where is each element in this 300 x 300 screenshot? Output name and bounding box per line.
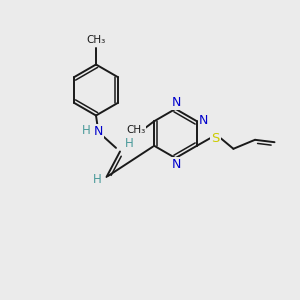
Text: S: S [211, 132, 220, 145]
Text: N: N [171, 158, 181, 171]
Text: N: N [199, 114, 208, 127]
Text: N: N [94, 125, 103, 139]
Text: H: H [81, 124, 90, 137]
Text: H: H [93, 173, 102, 186]
Text: CH₃: CH₃ [126, 124, 145, 135]
Text: N: N [171, 96, 181, 109]
Text: CH₃: CH₃ [86, 35, 106, 45]
Text: H: H [124, 136, 134, 150]
